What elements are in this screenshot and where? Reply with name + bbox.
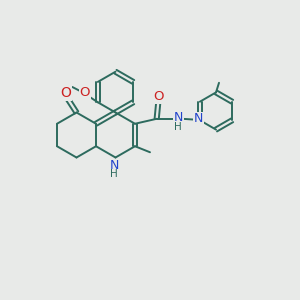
Text: H: H (110, 169, 118, 179)
Text: N: N (109, 159, 119, 172)
Text: N: N (174, 111, 183, 124)
Text: N: N (194, 112, 203, 125)
Text: O: O (80, 86, 90, 99)
Text: H: H (174, 122, 182, 132)
Text: O: O (153, 90, 164, 104)
Text: O: O (60, 86, 71, 100)
